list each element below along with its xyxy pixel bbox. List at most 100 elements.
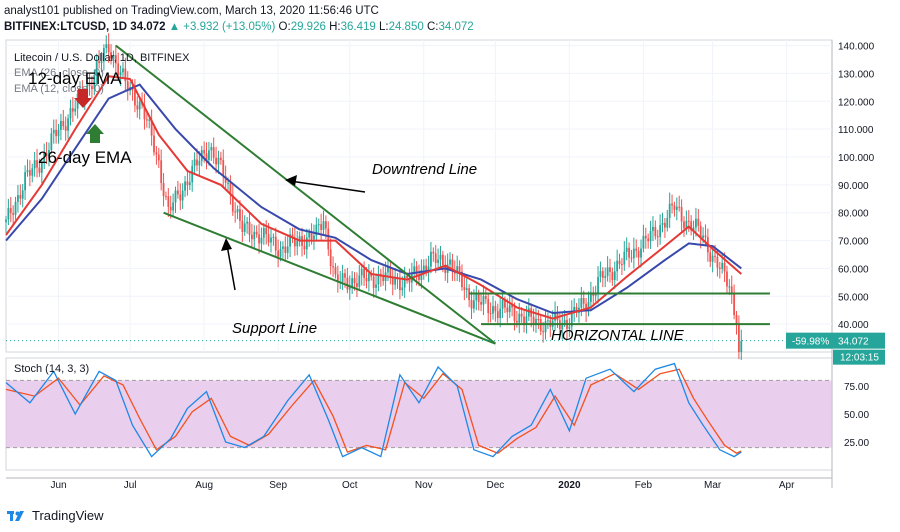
- candle-body: [628, 247, 630, 258]
- candle-body: [227, 182, 229, 184]
- candle-body: [265, 228, 268, 235]
- time-tick-label: Mar: [704, 480, 722, 491]
- candle-body: [48, 150, 50, 157]
- candle-body: [293, 237, 296, 247]
- candle-body: [248, 221, 251, 235]
- candle-body: [387, 267, 389, 273]
- candle-body: [143, 104, 146, 120]
- candle-body: [272, 236, 275, 238]
- candle-body: [484, 296, 487, 300]
- stoch-d-line: [5, 368, 742, 454]
- candle-body: [215, 157, 217, 165]
- candle-body: [21, 190, 24, 199]
- candle-body: [114, 55, 117, 64]
- candle-body: [473, 300, 475, 309]
- candle-body: [95, 61, 98, 75]
- change-badge: [786, 332, 833, 349]
- candle-body: [415, 266, 418, 275]
- candle-body: [527, 308, 530, 317]
- chart-title: Litecoin / U.S. Dollar, 1D, BITFINEX: [14, 52, 190, 64]
- candle-body: [12, 213, 15, 215]
- candle-body: [422, 265, 425, 271]
- candle-body: [67, 118, 69, 131]
- candle-body: [513, 307, 516, 321]
- candle-body: [91, 86, 93, 90]
- candle-body: [365, 278, 368, 282]
- support-arrowhead-icon: [221, 238, 232, 251]
- candle-body: [714, 255, 716, 257]
- candle-body: [88, 84, 91, 87]
- candle-body: [210, 147, 213, 151]
- candle-body: [157, 154, 160, 161]
- candle-body: [475, 294, 478, 301]
- candle-body: [122, 68, 124, 73]
- candle-body: [642, 235, 645, 249]
- candle-body: [191, 165, 194, 183]
- candle-body: [14, 201, 17, 215]
- candle-body: [394, 278, 397, 285]
- candle-body: [329, 249, 332, 267]
- candle-body: [289, 234, 291, 247]
- candle-body: [367, 273, 370, 282]
- candle-body: [492, 306, 494, 314]
- support-arrow-line: [226, 244, 236, 291]
- price-tick-label: 70.000: [838, 237, 869, 248]
- candle-body: [644, 235, 647, 239]
- candle-body: [136, 105, 139, 110]
- ema26-legend: EMA (26, close, 0): [14, 67, 104, 79]
- candle-body: [661, 222, 664, 226]
- candle-body: [186, 181, 189, 186]
- candle-body: [138, 101, 141, 110]
- candle-body: [666, 217, 669, 228]
- candle-body: [413, 266, 416, 274]
- candle-body: [279, 248, 282, 257]
- stoch-k-line: [5, 362, 742, 458]
- candle-body: [282, 246, 284, 249]
- stoch-tick-label: 25.00: [844, 438, 869, 449]
- candle-body: [621, 264, 623, 266]
- candle-body: [17, 195, 19, 202]
- footer-brand-text: TradingView: [32, 508, 104, 523]
- candle-body: [334, 267, 337, 275]
- stoch-tick-label: 50.00: [844, 410, 869, 421]
- candle-body: [305, 237, 308, 250]
- candle-body: [702, 235, 704, 238]
- candle-body: [616, 260, 619, 272]
- time-tick-label: Aug: [195, 480, 213, 491]
- candle-body: [728, 286, 731, 288]
- candle-body: [243, 223, 246, 232]
- candle-body: [255, 231, 258, 235]
- candle-body: [532, 316, 535, 325]
- candle-body: [38, 167, 41, 173]
- candle-body: [358, 275, 361, 287]
- price-tick-label: 80.000: [838, 209, 869, 220]
- candle-body: [461, 271, 463, 288]
- ema-12-line: [5, 75, 742, 320]
- candle-body: [604, 276, 607, 278]
- change-badge-text: -59.98%: [792, 337, 829, 348]
- candle-body: [188, 182, 191, 186]
- candle-body: [258, 234, 260, 244]
- candle-body: [198, 160, 201, 166]
- symbol-line: BITFINEX:LTCUSD, 1D 34.072 ▲ +3.932 (+13…: [4, 21, 474, 33]
- candle-body: [697, 218, 700, 226]
- candle-body: [150, 119, 153, 136]
- price-badge-text: 34.072: [838, 337, 869, 348]
- footer-brand[interactable]: TradingView: [6, 508, 104, 523]
- candle-body: [219, 157, 222, 160]
- candle-body: [64, 126, 67, 131]
- candle-body: [229, 182, 232, 195]
- annotation-26day-ema: 26-day EMA: [38, 148, 132, 167]
- candle-body: [704, 235, 707, 238]
- candle-body: [310, 232, 313, 240]
- price-tick-label: 100.000: [838, 153, 875, 164]
- symbol-name[interactable]: BITFINEX:LTCUSD, 1D: [4, 21, 128, 33]
- candle-body: [737, 324, 740, 352]
- candle-body: [26, 170, 29, 173]
- candle-body: [19, 195, 22, 199]
- candle-body: [635, 248, 638, 251]
- annotation-downtrend: Downtrend Line: [372, 161, 477, 178]
- candle-body: [9, 208, 12, 214]
- candle-body: [134, 90, 136, 106]
